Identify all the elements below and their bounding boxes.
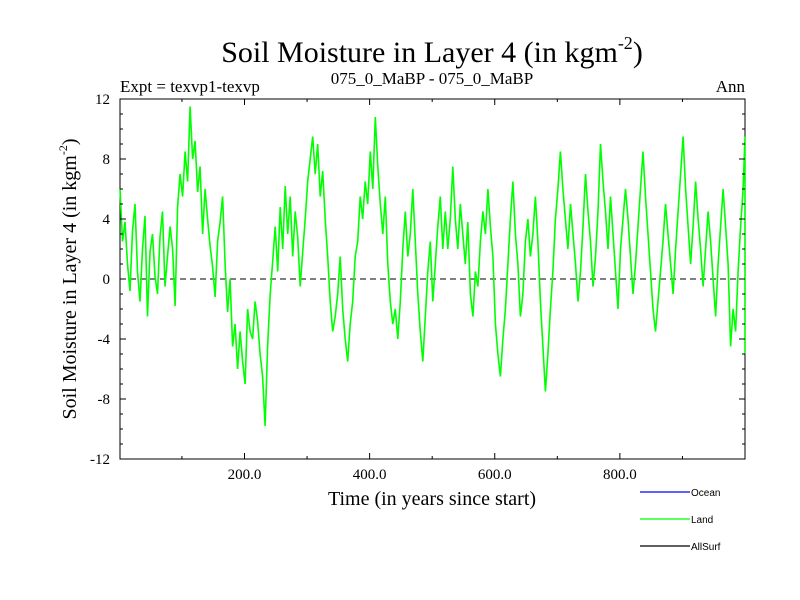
y-tick-label: -4 bbox=[98, 332, 111, 348]
chart-title-superscript: -2 bbox=[618, 33, 633, 53]
subtitle-experiment: Expt = texvp1-texvp bbox=[120, 77, 260, 96]
subtitle-season: Ann bbox=[716, 77, 746, 96]
x-tick-label: 200.0 bbox=[228, 467, 262, 483]
chart-title: Soil Moisture in Layer 4 (in kgm-2) bbox=[221, 33, 643, 69]
y-axis-ticks: 12 8 4 0 -4 -8 -12 bbox=[90, 92, 745, 468]
y-axis-label: Soil Moisture in Layer 4 (in kgm-2) bbox=[56, 138, 81, 419]
x-tick-label: 600.0 bbox=[478, 467, 512, 483]
x-axis-label: Time (in years since start) bbox=[328, 488, 536, 510]
y-axis-label-superscript: -2 bbox=[56, 145, 70, 155]
y-tick-label: 4 bbox=[103, 212, 111, 228]
y-axis-label-close: ) bbox=[59, 138, 81, 145]
legend: Ocean Land AllSurf bbox=[640, 488, 721, 553]
chart-title-close: ) bbox=[633, 36, 643, 69]
y-tick-label: 0 bbox=[103, 272, 111, 288]
series-line-land bbox=[119, 106, 746, 427]
y-tick-label: -8 bbox=[98, 392, 111, 408]
legend-label-ocean: Ocean bbox=[691, 488, 720, 499]
x-tick-label: 800.0 bbox=[603, 467, 637, 483]
y-tick-label: 12 bbox=[95, 92, 110, 108]
legend-label-land: Land bbox=[691, 515, 713, 526]
y-tick-label: 8 bbox=[103, 152, 111, 168]
x-axis-ticks: 200.0 400.0 600.0 800.0 bbox=[181, 99, 683, 483]
series-group bbox=[119, 106, 746, 427]
y-tick-label: -12 bbox=[90, 452, 110, 468]
x-tick-label: 400.0 bbox=[353, 467, 387, 483]
legend-label-allsurf: AllSurf bbox=[691, 542, 721, 553]
subtitle-period: 075_0_MaBP - 075_0_MaBP bbox=[331, 69, 533, 88]
